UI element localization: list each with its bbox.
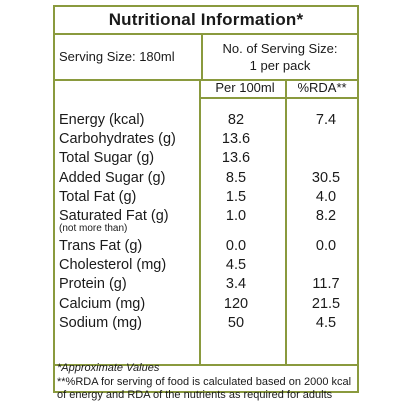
nutrient-name: Cholesterol (mg) <box>59 257 167 274</box>
nutrient-per100: 50 <box>227 314 245 331</box>
nutrient-per100: 13.6 <box>221 150 251 167</box>
nutrient-row: Total Sugar (g) 13.6 <box>59 149 357 168</box>
nutrient-per100: 13.6 <box>221 131 251 148</box>
nutrient-row: Protein (g) 3.4 11.7 <box>59 275 357 294</box>
rda-note-line2: of energy and RDA of the nutrients as re… <box>57 389 333 401</box>
rda-note-line1: **%RDA for serving of food is calculated… <box>57 375 352 388</box>
table-bottom-rule <box>55 364 357 366</box>
nutrient-name: Trans Fat (g) <box>59 237 143 254</box>
column-per100-header: Per 100ml <box>215 80 275 95</box>
serving-count: No. of Serving Size: 1 per pack <box>203 40 357 74</box>
nutrient-per100: 8.5 <box>225 169 247 186</box>
nutrient-rows: Energy (kcal) 82 7.4 Carbohydrates (g) 1… <box>59 111 357 333</box>
serving-size: Serving Size: 180ml <box>59 49 175 64</box>
nutrient-rda: 4.5 <box>315 314 337 331</box>
serving-count-line2: 1 per pack <box>249 58 311 73</box>
nutrient-name: Sodium (mg) <box>59 314 142 331</box>
nutrient-per100: 0.0 <box>225 237 247 254</box>
column-rda-header: %RDA** <box>297 80 347 95</box>
nutrient-name: Saturated Fat (g) <box>59 207 169 224</box>
nutrient-name: Protein (g) <box>59 276 127 293</box>
nutrient-row: Calcium (mg) 120 21.5 <box>59 295 357 314</box>
serving-divider <box>201 35 203 79</box>
nutrient-rda: 4.0 <box>315 188 337 205</box>
nutrient-row: Trans Fat (g) 0.0 0.0 <box>59 237 357 256</box>
nutrient-rda: 8.2 <box>315 207 337 224</box>
nutrient-name: Added Sugar (g) <box>59 169 166 186</box>
serving-row: Serving Size: 180ml No. of Serving Size:… <box>55 35 357 81</box>
label-title: Nutritional Information* <box>55 7 357 35</box>
column-divider-left <box>199 79 201 366</box>
nutrient-subnote: (not more than) <box>59 222 128 234</box>
nutrient-name: Carbohydrates (g) <box>59 131 176 148</box>
nutrient-rda: 11.7 <box>312 276 340 293</box>
nutrient-row: Energy (kcal) 82 7.4 <box>59 111 357 130</box>
nutrient-per100: 4.5 <box>225 257 247 274</box>
column-header: Per 100ml %RDA** <box>201 79 357 99</box>
nutrient-name: Total Fat (g) <box>59 188 137 205</box>
nutrient-name: Total Sugar (g) <box>59 150 155 167</box>
column-divider-right <box>285 79 287 366</box>
nutrient-per100: 3.4 <box>225 276 247 293</box>
nutrient-row: Saturated Fat (g) (not more than) 1.0 8.… <box>59 207 357 237</box>
nutrient-row: Cholesterol (mg) 4.5 <box>59 256 357 275</box>
nutrient-name: Calcium (mg) <box>59 295 146 312</box>
nutrient-per100: 1.0 <box>225 207 247 224</box>
nutrient-per100: 1.5 <box>225 188 247 205</box>
nutrient-rda: 30.5 <box>311 169 341 186</box>
nutrient-name: Energy (kcal) <box>59 112 145 128</box>
nutrient-rda: 21.5 <box>311 295 341 312</box>
nutrient-per100: 120 <box>223 295 249 312</box>
nutrient-row: Sodium (mg) 50 4.5 <box>59 314 357 333</box>
approx-values-note: *Approximate Values <box>57 362 160 374</box>
nutrition-label: Nutritional Information* Serving Size: 1… <box>53 5 359 393</box>
nutrient-rda: 0.0 <box>315 237 337 254</box>
nutrient-row: Total Fat (g) 1.5 4.0 <box>59 188 357 207</box>
nutrient-row: Added Sugar (g) 8.5 30.5 <box>59 169 357 188</box>
footnotes: *Approximate Values **%RDA for serving o… <box>57 362 357 403</box>
nutrient-row: Carbohydrates (g) 13.6 <box>59 130 357 149</box>
serving-count-line1: No. of Serving Size: <box>222 41 338 56</box>
nutrient-per100: 82 <box>227 112 245 128</box>
nutrient-rda: 7.4 <box>315 112 337 128</box>
